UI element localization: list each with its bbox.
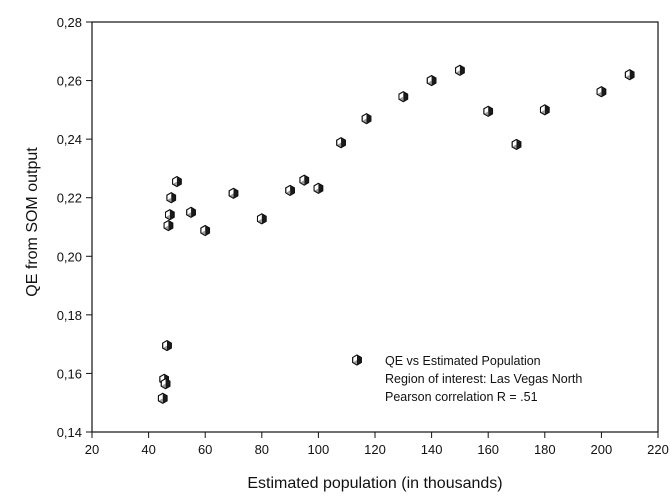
data-point <box>160 378 171 390</box>
data-point <box>624 69 635 81</box>
plot-area <box>91 21 659 433</box>
y-tick-label: 0,28 <box>57 15 82 30</box>
legend: QE vs Estimated Population Region of int… <box>352 354 582 404</box>
x-tick-label: 160 <box>477 442 499 457</box>
y-tick-label: 0,14 <box>57 425 82 440</box>
data-point <box>398 91 409 103</box>
legend-marker-icon <box>352 354 362 366</box>
x-tick-label: 60 <box>198 442 212 457</box>
x-axis-title: Estimated population (in thousands) <box>247 475 502 492</box>
data-point <box>186 206 196 218</box>
data-point <box>596 86 607 98</box>
data-point <box>166 192 177 204</box>
x-tick-label: 200 <box>591 442 613 457</box>
data-point <box>157 392 168 404</box>
y-axis: 0,14 0,16 0,18 0,20 0,22 0,24 0,26 0,28 <box>57 15 92 440</box>
x-tick-label: 40 <box>141 442 155 457</box>
data-point <box>162 340 172 352</box>
y-tick-label: 0,20 <box>57 249 82 264</box>
data-point <box>313 182 324 194</box>
data-point <box>163 219 174 232</box>
plot-border <box>91 21 659 433</box>
data-point <box>336 137 346 149</box>
data-point <box>483 105 494 117</box>
y-axis-title: QE from SOM output <box>24 147 41 297</box>
legend-symbol <box>352 354 362 366</box>
x-tick-label: 180 <box>534 442 556 457</box>
y-tick-label: 0,22 <box>57 191 82 206</box>
legend-entry-region: Region of interest: Las Vegas North <box>385 372 582 386</box>
data-point <box>539 104 550 116</box>
x-tick-label: 220 <box>647 442 669 457</box>
x-tick-label: 120 <box>364 442 386 457</box>
legend-entry-series: QE vs Estimated Population <box>385 354 541 368</box>
data-point <box>172 176 182 188</box>
y-tick-label: 0,26 <box>57 74 82 89</box>
x-tick-label: 140 <box>421 442 443 457</box>
data-point <box>455 64 465 76</box>
data-point <box>164 209 175 221</box>
x-tick-label: 20 <box>85 442 99 457</box>
legend-entry-correlation: Pearson correlation R = .51 <box>385 390 538 404</box>
data-point <box>285 184 295 196</box>
data-point <box>361 113 372 125</box>
y-tick-label: 0,16 <box>57 366 82 381</box>
y-tick-label: 0,24 <box>57 132 82 147</box>
x-axis: 20 40 60 80 100 120 140 160 180 200 220 <box>85 432 669 457</box>
data-point <box>426 74 437 87</box>
data-point <box>228 187 239 199</box>
data-points <box>157 64 635 404</box>
y-tick-label: 0,18 <box>57 308 82 323</box>
data-point <box>299 174 310 186</box>
data-point <box>256 213 267 225</box>
data-point <box>200 224 211 237</box>
x-tick-label: 100 <box>308 442 330 457</box>
x-tick-label: 80 <box>255 442 269 457</box>
data-point <box>511 138 522 150</box>
